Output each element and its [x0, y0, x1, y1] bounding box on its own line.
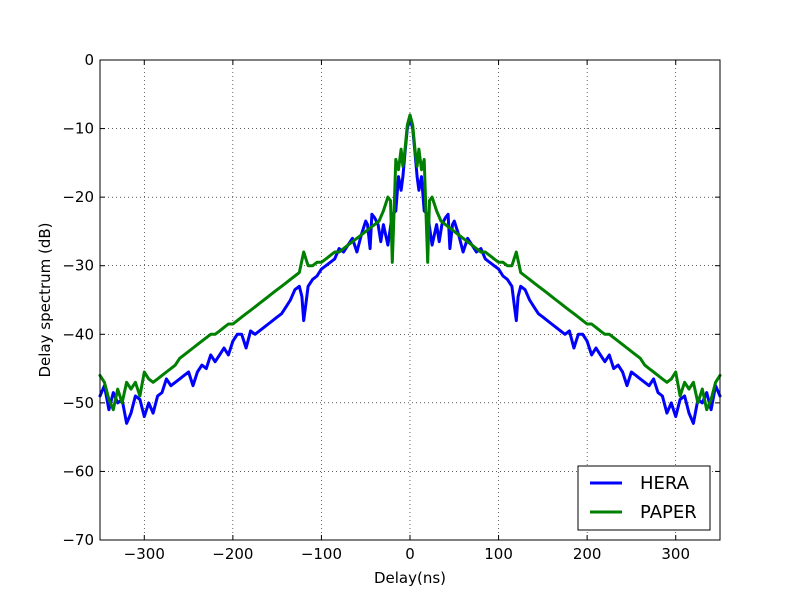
- y-tick-label: −50: [62, 394, 94, 412]
- series-line-paper: [98, 113, 722, 412]
- tick-labels: −300 −200 −100 0 100 200 300 0 −10 −20 −30 −40 −50 −6…: [62, 51, 690, 563]
- x-tick-label: −100: [301, 545, 342, 563]
- legend-box: [577, 465, 711, 531]
- legend-label-hera: HERA: [640, 473, 690, 494]
- axis-ticks: [100, 59, 720, 541]
- legend-label-paper: PAPER: [640, 502, 697, 523]
- x-tick-label: 0: [405, 545, 415, 563]
- y-tick-label: −70: [62, 531, 94, 549]
- y-tick-label: −30: [62, 257, 94, 275]
- y-tick-label: −60: [62, 462, 94, 480]
- y-tick-label: 0: [84, 51, 94, 69]
- y-axis-label: Delay spectrum (dB): [36, 222, 54, 377]
- x-axis-label: Delay(ns): [374, 569, 446, 587]
- y-tick-label: −40: [62, 325, 94, 343]
- y-tick-label: −10: [62, 120, 94, 138]
- x-tick-label: 100: [484, 545, 513, 563]
- x-tick-label: 200: [573, 545, 602, 563]
- x-tick-label: 300: [661, 545, 690, 563]
- data-series: [98, 113, 722, 425]
- legend: HERA PAPER: [577, 465, 711, 531]
- x-tick-label: −300: [124, 545, 165, 563]
- y-tick-label: −20: [62, 188, 94, 206]
- x-tick-label: −200: [212, 545, 253, 563]
